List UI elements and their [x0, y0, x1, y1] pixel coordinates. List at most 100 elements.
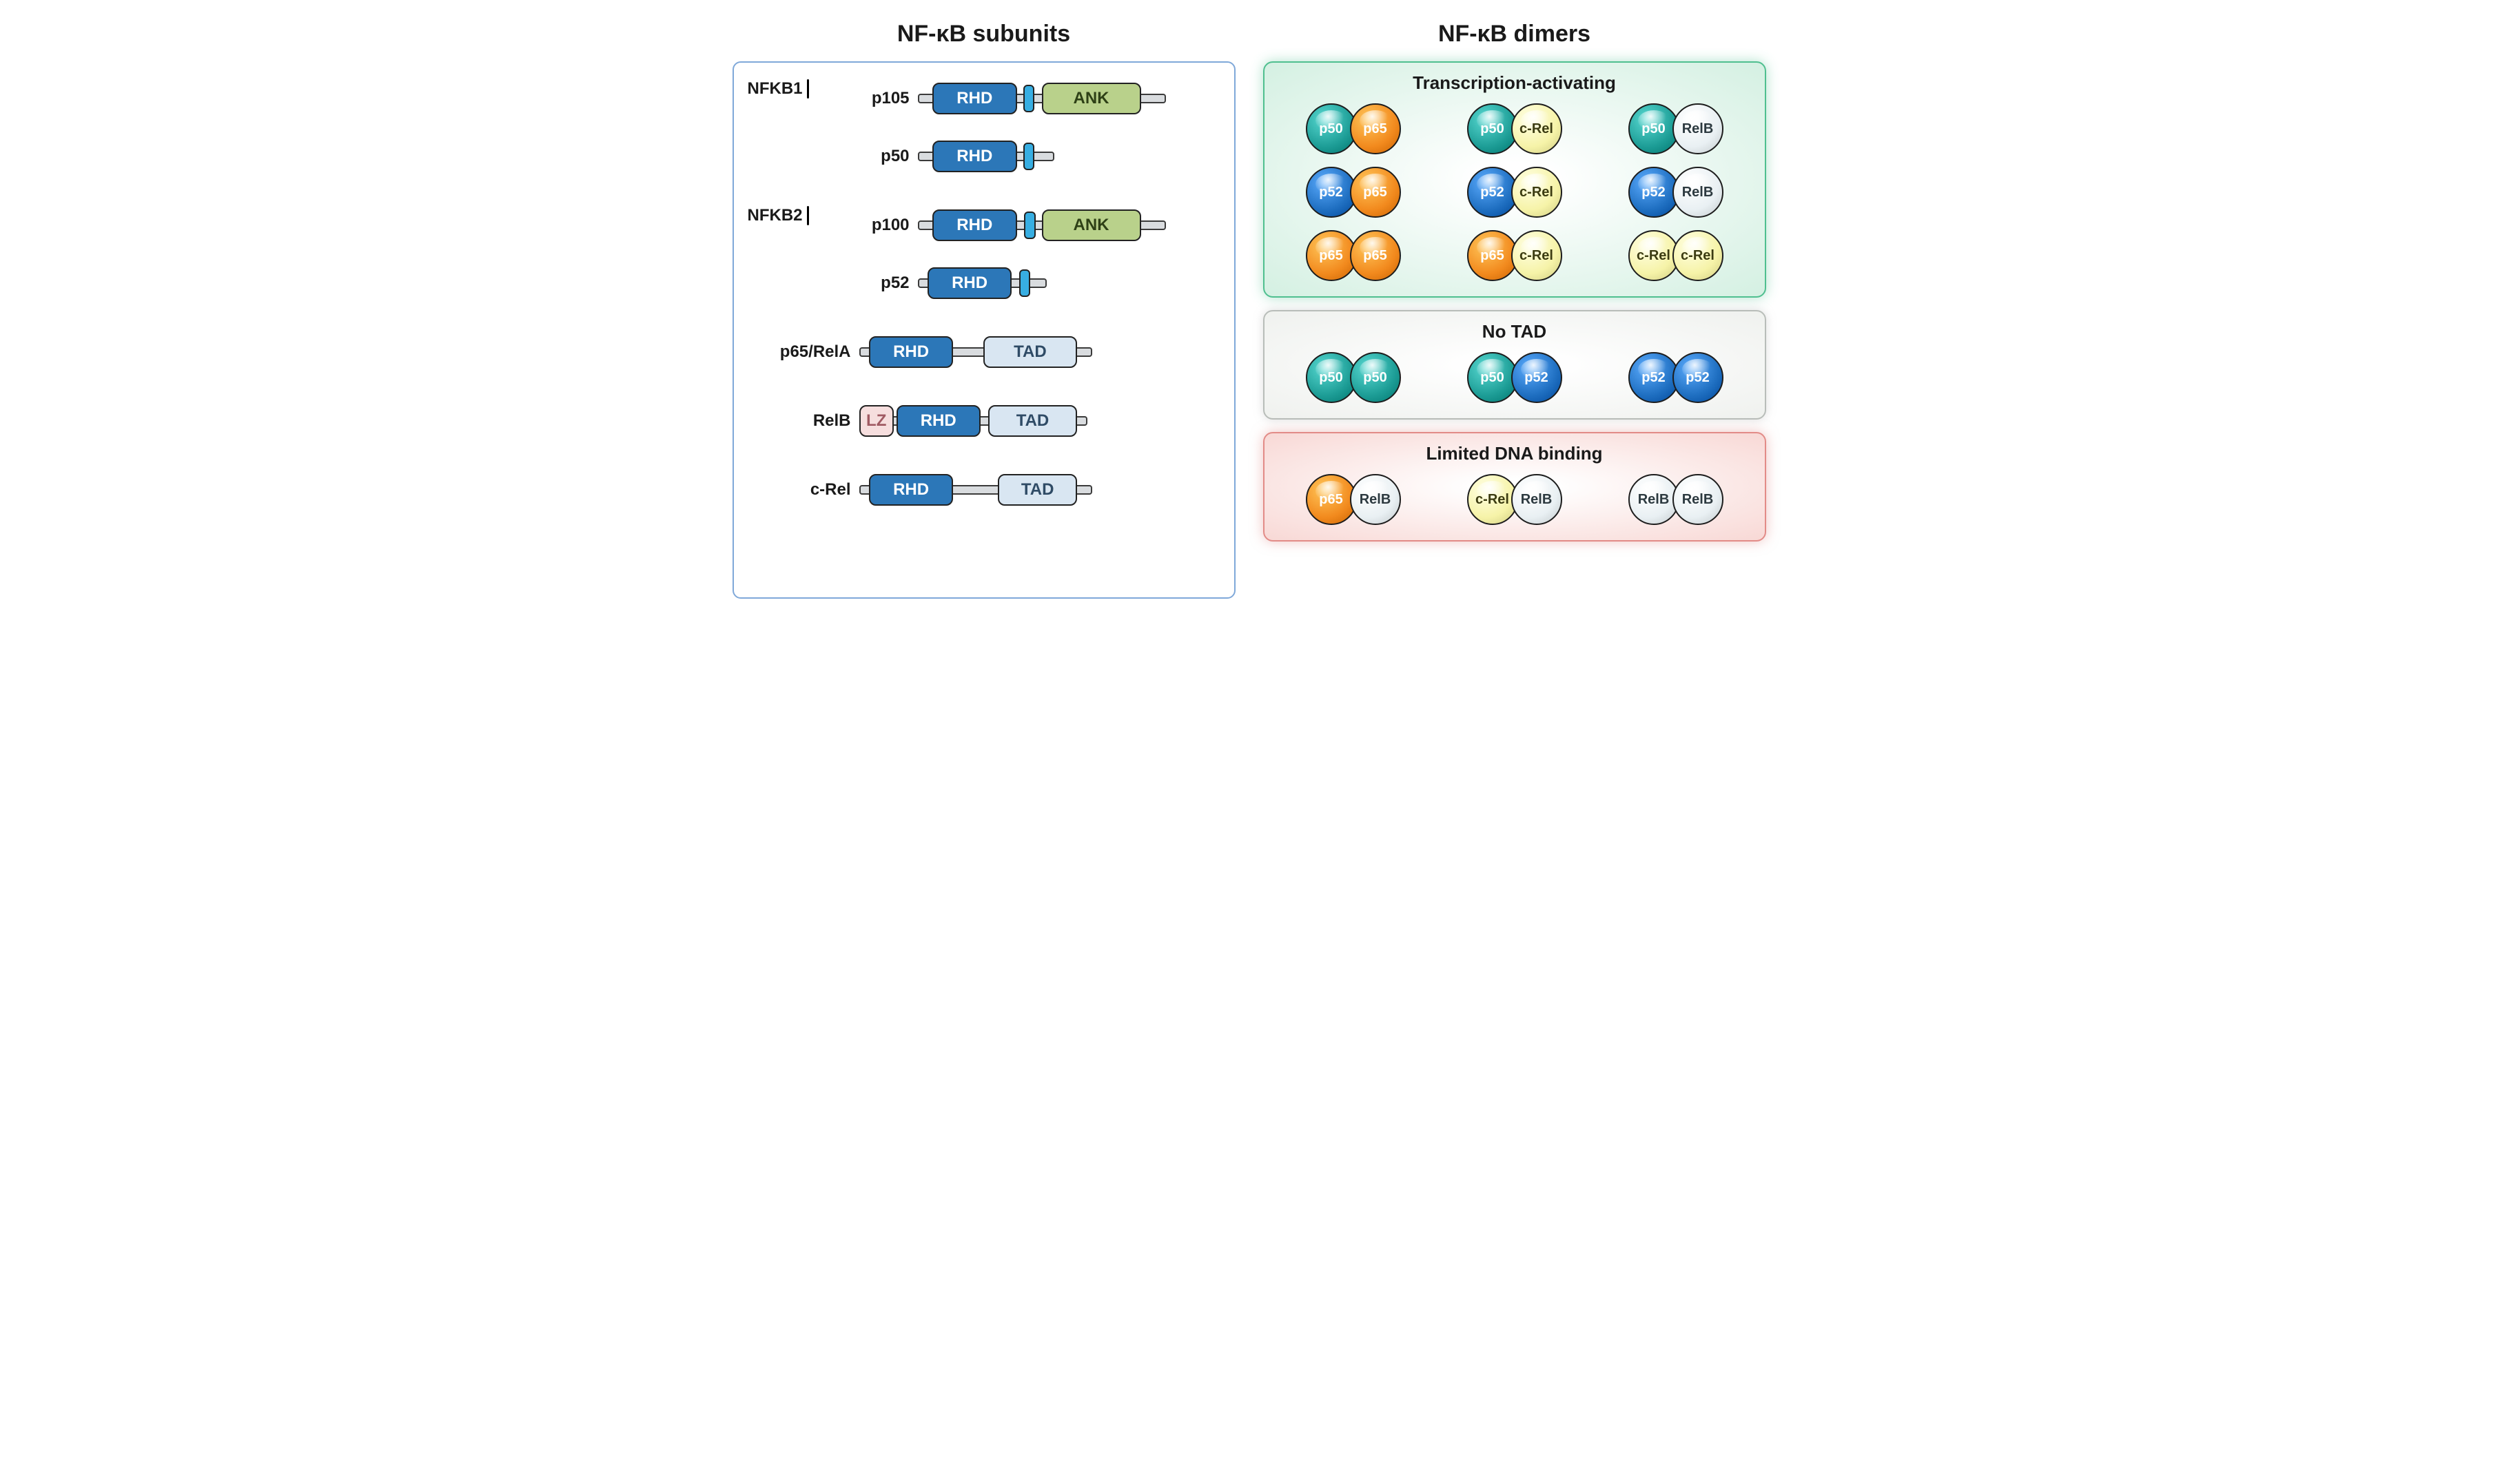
dimers-panel-no-tad: No TAD p50p50p50p52p52p52 [1263, 310, 1766, 420]
subunit-track: RHD TAD [859, 471, 1098, 509]
domain-rhd: RHD [932, 141, 1016, 172]
gene-block: NFKB1p105RHDGRRANKp50RHDGRR [748, 79, 1220, 176]
subunit-row: p100RHDGRRANK [827, 206, 1220, 245]
dimer-row: p50p50p50p52p52p52 [1276, 352, 1754, 403]
dimer: p50p52 [1467, 352, 1562, 403]
sphere-p50: p50 [1467, 352, 1518, 403]
sphere-crel: c-Rel [1511, 230, 1562, 281]
dimer: p50c-Rel [1467, 103, 1562, 154]
sphere-relb: RelB [1350, 474, 1401, 525]
subunit-row: p52 RHD GRR [827, 264, 1220, 302]
domain-grr: GRR [1023, 143, 1034, 170]
no-tad-title: No TAD [1276, 321, 1754, 342]
sphere-relb: RelB [1511, 474, 1562, 525]
subunit-name: p52 [827, 274, 910, 293]
sphere-relb: RelB [1672, 103, 1723, 154]
subunits-title: NF-κB subunits [733, 21, 1236, 48]
dimer: p65c-Rel [1467, 230, 1562, 281]
gene-label: NFKB2 [748, 206, 807, 225]
subunit-solo: RelBLZRHDTAD [748, 402, 1220, 440]
domain-tad: TAD [988, 405, 1078, 437]
gene-label: NFKB1 [748, 79, 807, 99]
sphere-p50: p50 [1628, 103, 1679, 154]
subunit-row: p105 RHD GRR ANK [827, 79, 1220, 118]
sphere-p50: p50 [1306, 103, 1357, 154]
domain-tad: TAD [983, 336, 1078, 368]
subunit-row: RelBLZRHDTAD [748, 402, 1093, 440]
dimer-row: p65RelBc-RelRelBRelBRelB [1276, 474, 1754, 525]
subunit-track: RHD GRR ANK [918, 206, 1220, 245]
subunit-row: p50 RHD GRR [827, 137, 1220, 176]
subunit-track: LZRHDTAD [859, 402, 1093, 440]
dimer: p52RelB [1628, 167, 1723, 218]
sphere-crel: c-Rel [1511, 103, 1562, 154]
sphere-crel: c-Rel [1672, 230, 1723, 281]
subunit-name: p65/RelA [748, 342, 851, 362]
domain-rhd: RHD [932, 209, 1016, 241]
dimer-row: p65p65p65c-Relc-Relc-Rel [1276, 230, 1754, 281]
dimer: p50RelB [1628, 103, 1723, 154]
domain-ank: ANK [1042, 209, 1141, 241]
sphere-p65: p65 [1350, 230, 1401, 281]
subunit-row: p65/RelA RHD TAD [748, 333, 1098, 371]
domain-top-label: GRR [1011, 256, 1038, 270]
subunits-column: NF-κB subunits NFKB1p105RHDGRRANKp50RHDG… [733, 21, 1236, 599]
sphere-p52: p52 [1628, 167, 1679, 218]
sphere-crel: c-Rel [1628, 230, 1679, 281]
dimers-panel-activating: Transcription-activating p50p65p50c-Relp… [1263, 61, 1766, 298]
sphere-p52: p52 [1672, 352, 1723, 403]
subunit-name: p50 [827, 147, 910, 166]
sphere-relb: RelB [1628, 474, 1679, 525]
subunit-track: RHD GRR [918, 264, 1220, 302]
dimer: p65RelB [1306, 474, 1401, 525]
sphere-p65: p65 [1467, 230, 1518, 281]
subunit-row: c-RelRHDTAD [748, 471, 1098, 509]
sphere-p65: p65 [1350, 103, 1401, 154]
domain-rhd: RHD [928, 267, 1012, 299]
sphere-crel: c-Rel [1511, 167, 1562, 218]
sphere-p52: p52 [1511, 352, 1562, 403]
dimer: p52p52 [1628, 352, 1723, 403]
domain-top-label: GRR [1015, 129, 1043, 143]
domain-top-label: GRR [1015, 71, 1043, 85]
domain-rhd: RHD [897, 405, 981, 437]
gene-bracket [807, 206, 809, 225]
subunit-name: p105 [827, 89, 910, 108]
subunits-panel: NFKB1p105RHDGRRANKp50RHDGRRNFKB2p100RHDG… [733, 61, 1236, 599]
limited-title: Limited DNA binding [1276, 443, 1754, 464]
domain-grr: GRR [1023, 85, 1034, 112]
dimer-row: p50p65p50c-Relp50RelB [1276, 103, 1754, 154]
domain-grr: GRR [1024, 212, 1035, 239]
activating-title: Transcription-activating [1276, 72, 1754, 94]
domain-rhd: RHD [869, 474, 953, 506]
dimer: p50p50 [1306, 352, 1401, 403]
dimer: c-Relc-Rel [1628, 230, 1723, 281]
gene-bracket [807, 79, 809, 99]
domain-tad: TAD [998, 474, 1077, 506]
subunit-track: RHD GRR [918, 137, 1220, 176]
domain-grr: GRR [1019, 269, 1030, 297]
subunit-track: RHD GRR ANK [918, 79, 1220, 118]
sphere-p52: p52 [1628, 352, 1679, 403]
subunit-solo: p65/RelA RHD TAD [748, 333, 1220, 371]
dimers-title: NF-κB dimers [1263, 21, 1766, 48]
subunit-solo: c-RelRHDTAD [748, 471, 1220, 509]
dimer: p52p65 [1306, 167, 1401, 218]
sphere-p65: p65 [1306, 474, 1357, 525]
dimer: p50p65 [1306, 103, 1401, 154]
dimers-panel-limited: Limited DNA binding p65RelBc-RelRelBRelB… [1263, 432, 1766, 542]
dimers-column: NF-κB dimers Transcription-activating p5… [1263, 21, 1766, 599]
gene-block: NFKB2p100RHDGRRANKp52RHDGRR [748, 206, 1220, 302]
sphere-relb: RelB [1672, 167, 1723, 218]
sphere-p50: p50 [1467, 103, 1518, 154]
dimer: RelBRelB [1628, 474, 1723, 525]
domain-rhd: RHD [932, 83, 1016, 114]
sphere-p65: p65 [1306, 230, 1357, 281]
dimer: p52c-Rel [1467, 167, 1562, 218]
sphere-crel: c-Rel [1467, 474, 1518, 525]
sphere-p52: p52 [1467, 167, 1518, 218]
domain-rhd: RHD [869, 336, 953, 368]
domain-top-label: GRR [1016, 198, 1043, 212]
domain-ank: ANK [1042, 83, 1141, 114]
sphere-p50: p50 [1306, 352, 1357, 403]
